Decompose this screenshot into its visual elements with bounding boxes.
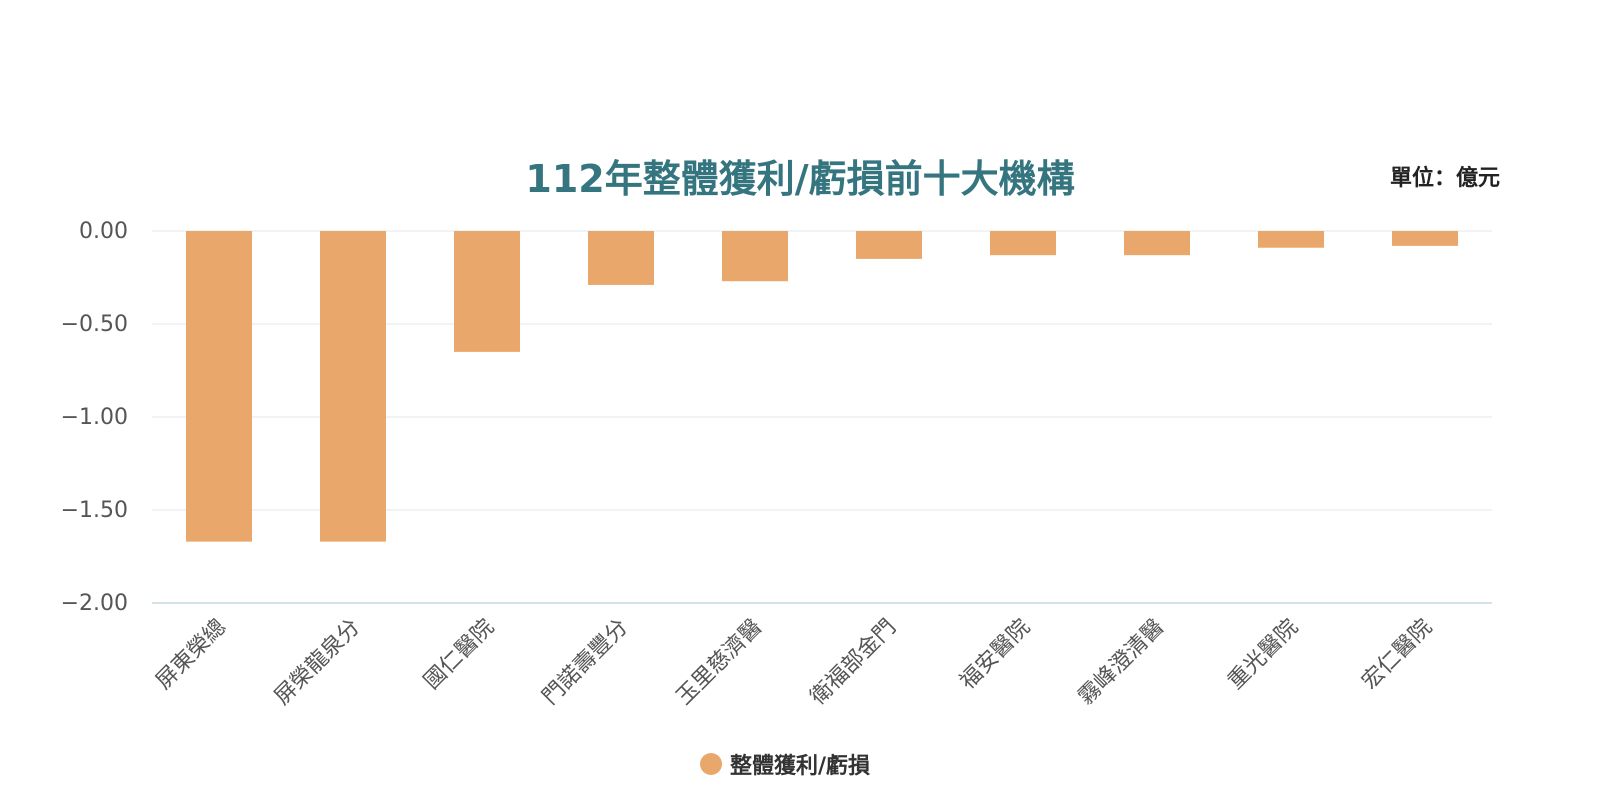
x-tick-label: 國仁醫院 [419,615,499,695]
y-tick-label: −1.00 [61,405,128,430]
x-tick-label: 衛福部金門 [806,615,901,710]
x-tick-label: 屏榮龍泉分 [270,615,365,710]
x-tick-label: 宏仁醫院 [1357,615,1437,695]
bar [588,231,654,285]
bar [454,231,520,352]
x-tick-label: 福安醫院 [955,615,1035,695]
bar [722,231,788,282]
bar [1258,231,1324,248]
y-tick-label: −1.50 [61,498,128,523]
x-tick-label: 門諾壽豐分 [538,615,633,710]
bar [856,231,922,259]
bar [320,231,386,542]
y-tick-label: −0.50 [61,312,128,337]
x-tick-label: 玉里慈濟醫 [672,615,767,710]
legend-label: 整體獲利/虧損 [730,754,871,779]
x-tick-label: 重光醫院 [1223,615,1303,695]
y-tick-label: 0.00 [79,219,128,244]
legend[interactable]: 整體獲利/虧損 [700,748,870,780]
bar [990,231,1056,256]
x-tick-label: 霧峰澄清醫 [1074,615,1169,710]
bar [186,231,252,542]
unit-label: 單位：億元 [1390,166,1501,191]
bar [1392,231,1458,246]
legend-swatch-icon [700,753,722,775]
x-tick-label: 屏東榮總 [151,615,231,695]
y-tick-label: −2.00 [61,591,128,616]
chart-title: 112年整體獲利/虧損前十大機構 [525,157,1075,201]
bar [1124,231,1190,256]
